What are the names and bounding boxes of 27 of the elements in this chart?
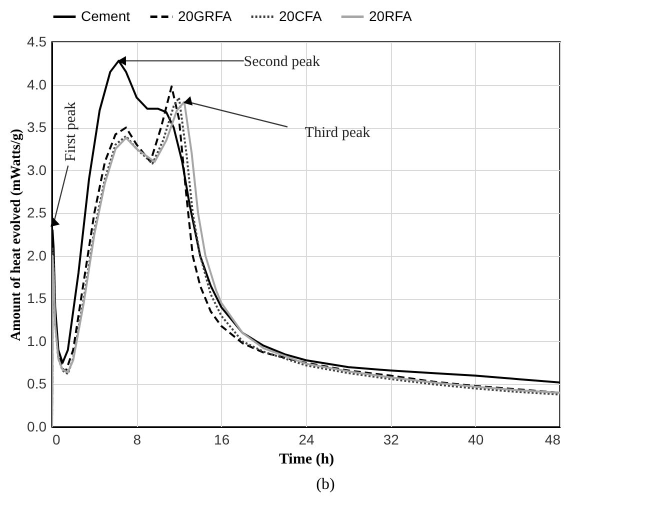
x-tick-label: 48: [544, 432, 561, 448]
y-tick-label: 0.0: [27, 418, 47, 434]
legend-label: 20CFA: [279, 8, 322, 24]
legend-label: Cement: [81, 8, 130, 24]
y-tick-label: 4.5: [27, 34, 47, 50]
y-tick-label: 1.5: [27, 290, 47, 306]
y-tick-label: 1.0: [27, 332, 47, 349]
y-tick-label: 2.5: [27, 204, 47, 221]
x-tick-label: 32: [383, 432, 400, 448]
annotation: First peak: [63, 101, 80, 162]
x-tick-label: 16: [214, 432, 230, 448]
y-tick-label: 0.5: [27, 376, 47, 392]
x-tick-label: 0: [52, 432, 60, 448]
x-tick-label: 24: [298, 432, 314, 448]
x-tick-label: 8: [133, 432, 142, 448]
y-tick-label: 2.0: [27, 247, 47, 264]
annotation: Second peak: [244, 54, 320, 70]
y-tick-label: 4.0: [27, 76, 47, 92]
y-axis-title: Amount of heat evolved (mWatts/g): [9, 128, 24, 342]
text: (b): [315, 476, 336, 494]
x-tick-label: 40: [468, 432, 484, 448]
legend-label: 20GRFA: [178, 8, 232, 24]
legend-label: 20RFA: [369, 8, 412, 24]
y-tick-label: 3.5: [27, 119, 47, 136]
x-axis-title: Time (h): [278, 452, 334, 468]
y-tick-label: 3.0: [27, 162, 47, 178]
annotation: Third peak: [304, 124, 371, 141]
